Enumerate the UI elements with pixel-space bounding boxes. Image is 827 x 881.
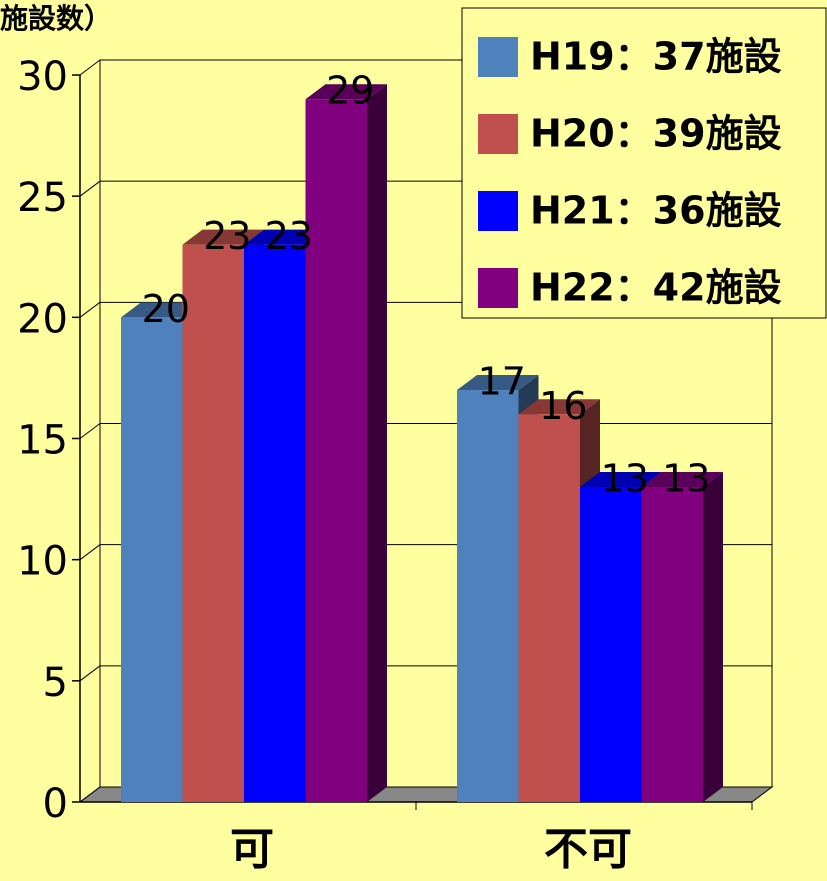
bar-front <box>305 99 367 802</box>
legend-swatch <box>478 37 518 77</box>
bar-side <box>703 471 723 802</box>
bar-top <box>244 229 326 245</box>
bar <box>641 471 723 802</box>
data-label: 13 <box>662 456 710 500</box>
grid-line-side <box>79 301 101 318</box>
grid-line-side <box>79 665 101 682</box>
bar-side <box>367 84 387 802</box>
bar-front <box>182 244 244 803</box>
legend-label: H19：37施設 <box>530 35 782 79</box>
bar-top <box>305 84 387 100</box>
bar-front <box>580 486 642 802</box>
bar-front <box>121 317 183 802</box>
legend-label: H20：39施設 <box>530 112 782 156</box>
x-tick-label: 可 <box>230 824 274 875</box>
data-label: 16 <box>539 384 587 428</box>
data-label: 23 <box>265 214 313 258</box>
bar-front <box>641 486 703 802</box>
y-tick-label: 25 <box>17 175 68 221</box>
y-tick-label: 30 <box>17 54 68 100</box>
legend-label: H22：42施設 <box>530 266 782 310</box>
y-tick-label: 0 <box>43 781 68 827</box>
legend-label: H21：36施設 <box>530 189 782 233</box>
bar-top <box>641 471 723 487</box>
y-axis-label: 施設数） <box>0 2 112 35</box>
y-tick-label: 10 <box>17 539 68 585</box>
bar-top <box>121 302 203 318</box>
data-label: 13 <box>601 456 649 500</box>
y-tick-label: 5 <box>43 660 68 706</box>
grid-line-side <box>79 786 101 803</box>
data-label: 29 <box>326 69 374 113</box>
bar-front <box>457 390 519 802</box>
bar-top <box>580 471 662 487</box>
data-label: 17 <box>478 360 526 404</box>
bar <box>305 84 387 802</box>
y-tick-label: 15 <box>17 418 68 464</box>
grid-line-side <box>79 423 101 439</box>
bar-front <box>244 244 306 803</box>
grid-line-side <box>79 59 101 76</box>
legend-swatch <box>478 114 518 154</box>
legend-swatch <box>478 191 518 231</box>
bar-front <box>518 414 580 802</box>
legend-box <box>461 7 827 319</box>
x-tick-label: 不可 <box>544 824 632 875</box>
y-tick-label: 20 <box>17 296 68 342</box>
data-label: 23 <box>203 214 251 258</box>
grid-line-side <box>79 180 101 197</box>
legend-swatch <box>478 268 518 308</box>
bar-top <box>457 375 539 391</box>
bar-top <box>182 229 264 245</box>
bar-top <box>518 399 600 415</box>
grid-line-side <box>79 544 101 561</box>
data-label: 20 <box>142 287 190 331</box>
